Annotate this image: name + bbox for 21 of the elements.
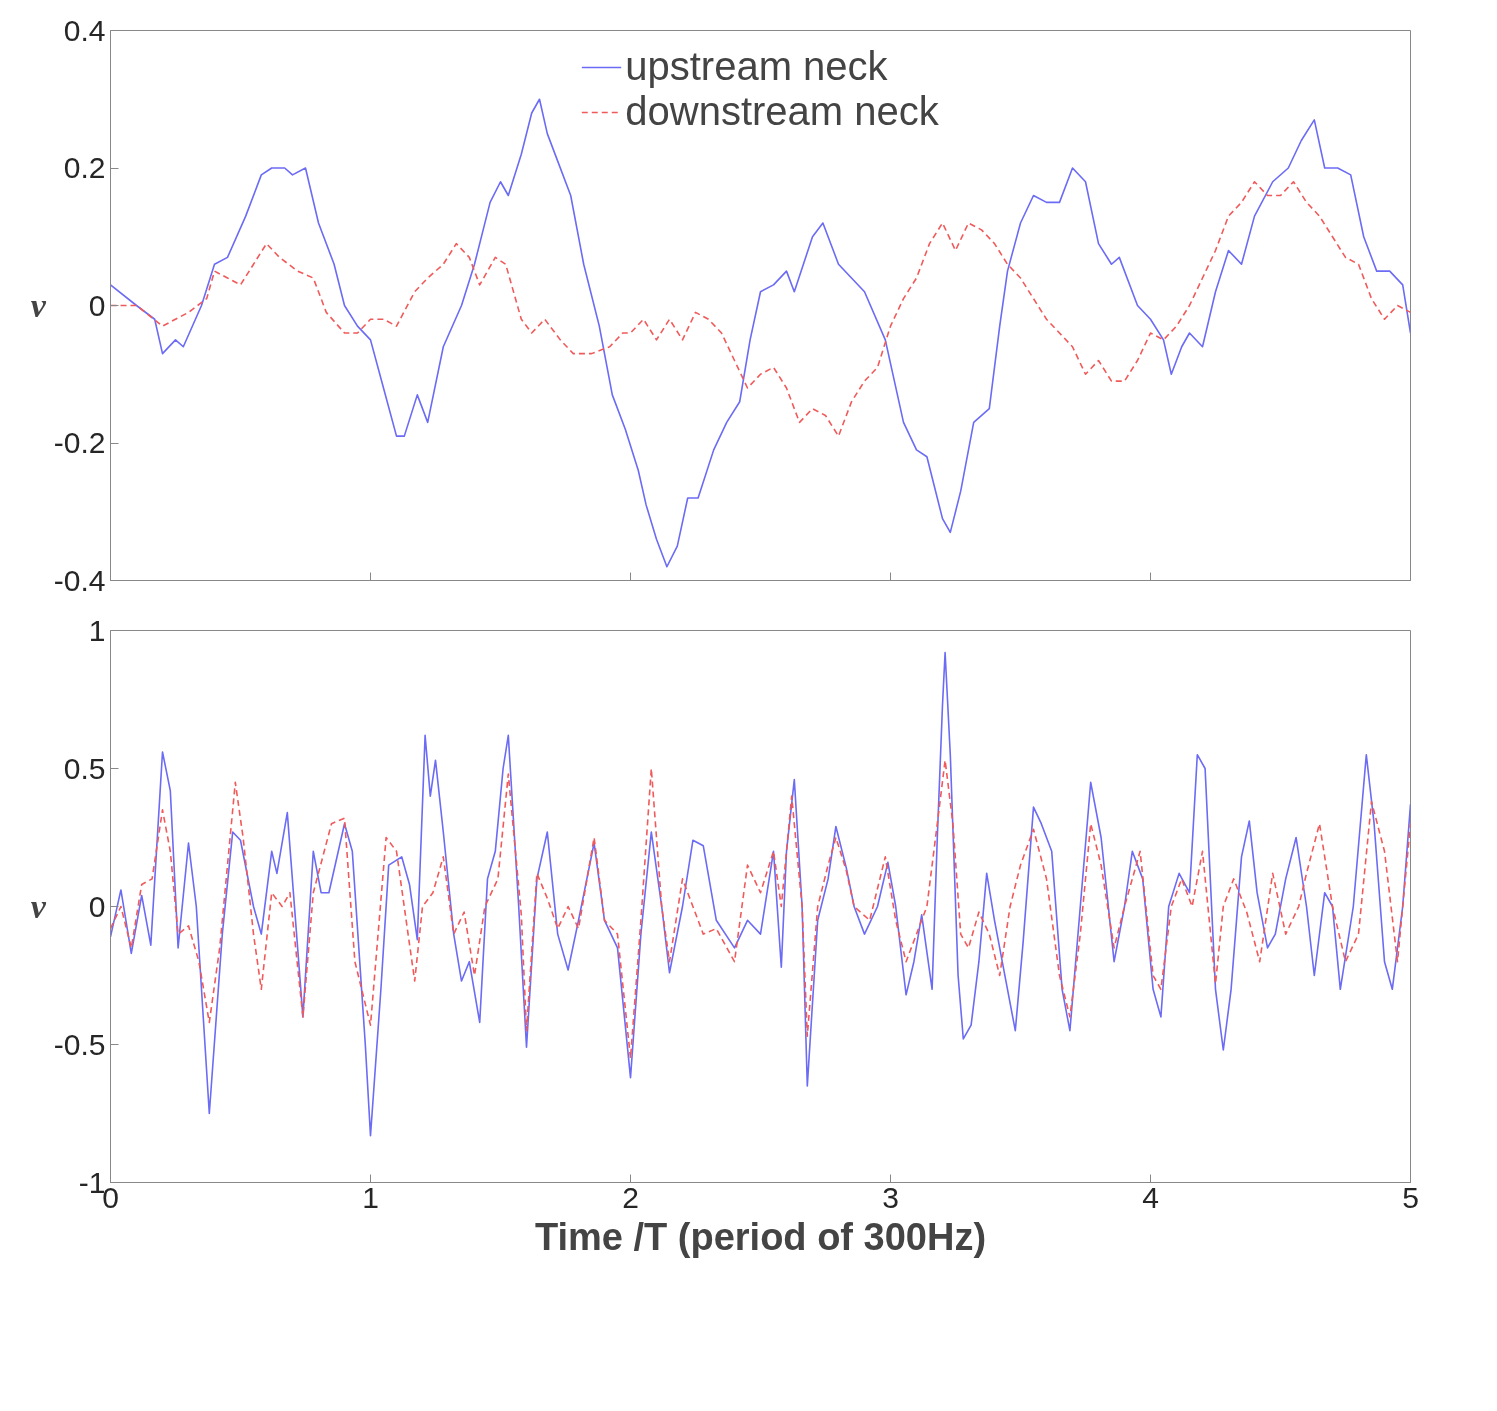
x-tick-label: 4 — [1142, 1180, 1159, 1214]
y-tick-label: 1 — [88, 613, 106, 647]
y-tick-label: 0.4 — [63, 13, 106, 47]
legend-label: downstream neck — [625, 89, 939, 134]
line-series — [110, 651, 1411, 1137]
legend-label: upstream neck — [625, 44, 888, 89]
y-axis-title: v — [30, 287, 47, 324]
x-tick-label: 5 — [1402, 1180, 1419, 1214]
x-axis-title: Time /T (period of 300Hz) — [534, 1215, 987, 1258]
x-tick-label: 1 — [362, 1180, 379, 1214]
y-axis-title: v — [30, 888, 47, 925]
y-tick-label: 0 — [88, 288, 106, 322]
y-tick-label: -0.4 — [53, 563, 106, 597]
y-tick-label: -0.5 — [53, 1027, 106, 1061]
y-tick-label: -0.2 — [53, 426, 106, 459]
x-tick-label: 2 — [622, 1180, 639, 1214]
line-series — [110, 759, 1411, 1060]
y-tick-label: 0.5 — [63, 751, 106, 785]
y-tick-label: 0.2 — [63, 151, 106, 184]
y-tick-label: 0 — [88, 889, 106, 923]
x-tick-label: 3 — [882, 1180, 899, 1214]
